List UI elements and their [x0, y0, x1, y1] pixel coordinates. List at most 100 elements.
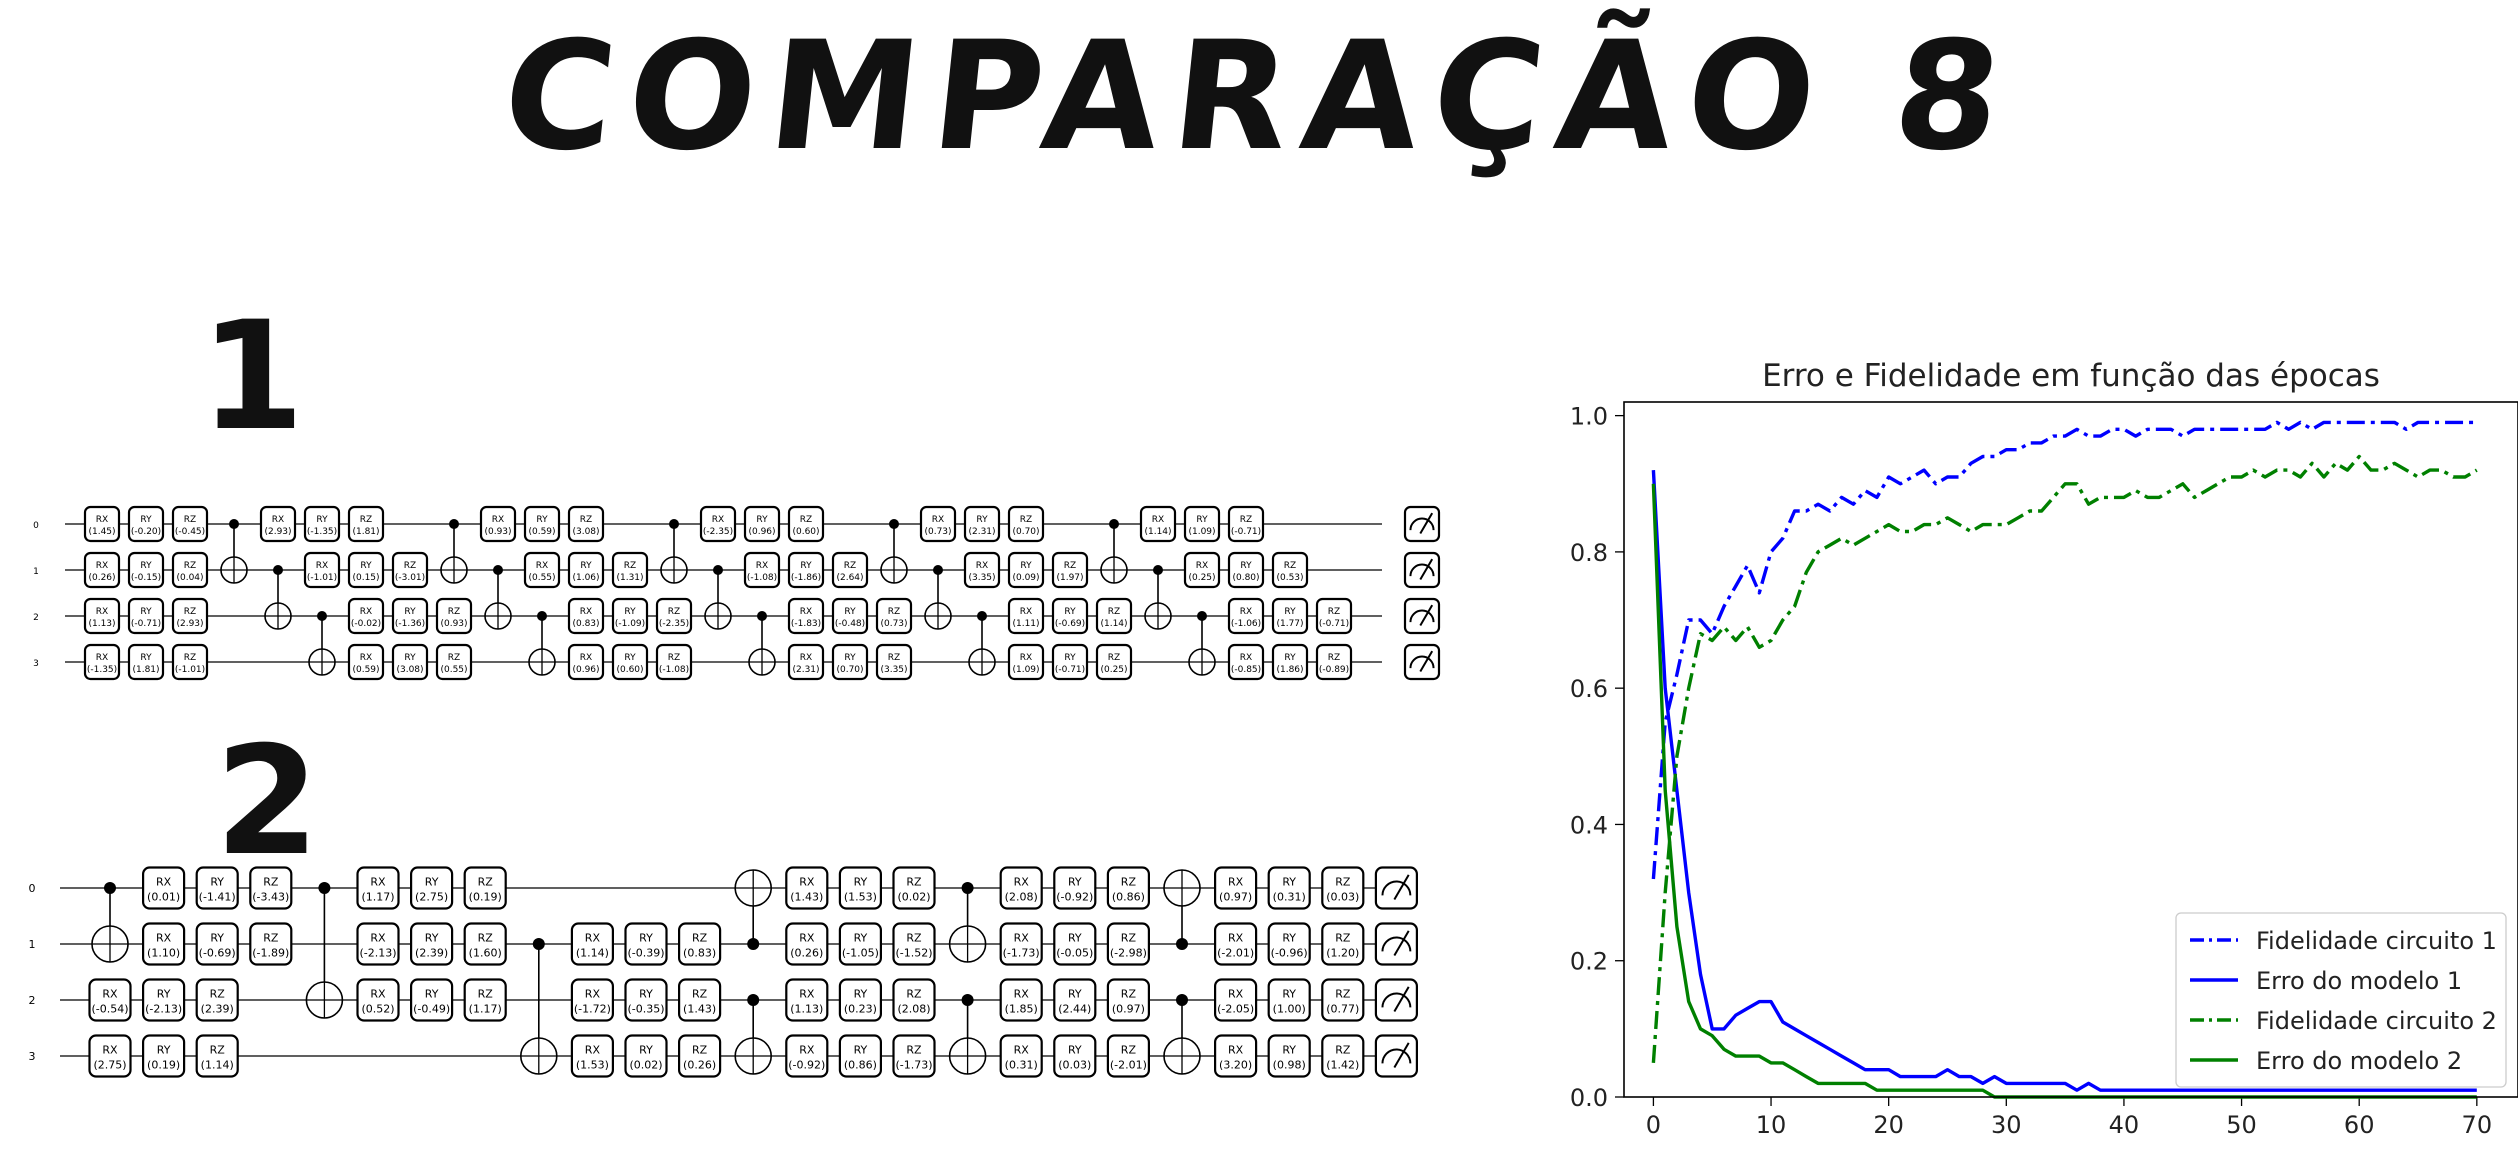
gate-box [127, 551, 165, 589]
gate-name: RY [360, 561, 372, 571]
gate-name: RZ [478, 932, 494, 945]
gate-name: RX [976, 561, 988, 571]
gate-param: (-1.86) [791, 573, 821, 583]
gate-box [347, 505, 385, 543]
gate-name: RY [854, 1044, 868, 1057]
gate-box [410, 978, 454, 1022]
c2-gate-rx: RX(-0.54) [88, 978, 132, 1022]
series-line-2 [1651, 470, 2477, 1092]
gate-param: (-3.01) [395, 573, 425, 583]
gate-param: (2.39) [415, 946, 448, 959]
gate-param: (0.96) [748, 527, 775, 537]
gate-name: RZ [1335, 988, 1351, 1001]
gate-box [963, 505, 1001, 543]
gate-param: (2.31) [792, 665, 819, 675]
gate-param: (1.53) [844, 890, 877, 903]
plot-frame [1623, 401, 2518, 1098]
c2-qubit-label: 0 [29, 882, 36, 895]
gate-param: (-0.20) [131, 527, 161, 537]
gate-name: RX [585, 1044, 601, 1057]
legend-label: Erro do modelo 1 [2256, 967, 2462, 995]
measure-box [1374, 922, 1419, 966]
measure-needle [1419, 512, 1434, 535]
gate-box [83, 505, 121, 543]
gate-param: (-3.43) [252, 890, 289, 903]
gate-param: (2.93) [264, 527, 291, 537]
c2-gate-ry: RY(-1.41) [195, 866, 239, 910]
c1-gate-ry: RY (-0.69) [1051, 597, 1089, 635]
x-tick-label: 70 [2462, 1111, 2493, 1139]
measure-needle [1419, 604, 1434, 627]
gate-box [391, 643, 429, 681]
c2-gate-rz: RZ(0.03) [1321, 866, 1365, 910]
gate-param: (0.83) [572, 619, 599, 629]
gate-box [1321, 1034, 1365, 1078]
gate-box [963, 551, 1001, 589]
c1-gate-rx: RX (1.45) [83, 505, 121, 543]
c1-gate-rx: RX (-1.01) [303, 551, 341, 589]
gate-param: (1.60) [469, 946, 502, 959]
c2-gate-rz: RZ(1.20) [1321, 922, 1365, 966]
gate-name: RZ [906, 876, 922, 889]
gate-name: RX [800, 653, 812, 663]
gate-box [195, 978, 239, 1022]
gate-box [249, 866, 293, 910]
gate-name: RZ [448, 653, 460, 663]
measure-needle [1393, 930, 1410, 956]
measure-arc [1381, 992, 1412, 1008]
gate-name: RZ [1335, 1044, 1351, 1057]
gate-name: RX [1020, 607, 1032, 617]
gate-box [1106, 978, 1151, 1022]
x-tick-label: 0 [1646, 1111, 1661, 1139]
c2-gate-rx: RX(-0.92) [785, 1034, 829, 1078]
gate-name: RX [1014, 932, 1030, 945]
gate-box [171, 505, 209, 543]
gate-name: RX [156, 932, 172, 945]
gate-param: (0.26) [683, 1058, 716, 1071]
gate-box [1051, 551, 1089, 589]
c1-measure-icon [1403, 505, 1441, 543]
c2-gate-rz: RZ(0.77) [1321, 978, 1365, 1022]
c1-cnot-control [669, 519, 679, 529]
c2-gate-rz: RZ(-1.89) [249, 922, 293, 966]
c1-cnot-control [933, 565, 943, 575]
c2-gate-ry: RY(-0.96) [1267, 922, 1311, 966]
gate-box [1106, 866, 1151, 910]
c2-gate-rz: RZ(0.19) [463, 866, 507, 910]
gate-name: RZ [668, 653, 680, 663]
gate-box [892, 978, 936, 1022]
c1-gate-rx: RX (0.83) [567, 597, 605, 635]
gate-param: (-1.89) [252, 946, 289, 959]
gate-name: RX [1014, 988, 1030, 1001]
measure-needle [1419, 650, 1434, 673]
gate-name: RZ [1121, 876, 1137, 889]
gate-param: (0.93) [440, 619, 467, 629]
c1-cnot-control [493, 565, 503, 575]
gate-param: (1.14) [576, 946, 609, 959]
gate-box [1053, 922, 1097, 966]
gate-box [831, 597, 869, 635]
gate-param: (1.11) [1012, 619, 1039, 629]
legend-label: Fidelidade circuito 2 [2256, 1007, 2497, 1035]
measure-arc [1381, 1048, 1412, 1064]
gate-box [699, 505, 737, 543]
c2-gate-rx: RX(-2.05) [1213, 978, 1258, 1022]
c2-gate-ry: RY(-0.05) [1053, 922, 1097, 966]
gate-name: RX [316, 561, 328, 571]
gate-name: RZ [478, 876, 494, 889]
gate-box [787, 551, 825, 589]
gate-name: RX [1228, 932, 1244, 945]
gate-name: RY [639, 1044, 653, 1057]
gate-box [999, 1034, 1043, 1078]
gate-param: (-1.01) [175, 665, 205, 675]
circuit-1-label: 1 [200, 290, 305, 464]
c2-cnot-control [747, 938, 760, 950]
gate-box [785, 978, 829, 1022]
page-title: COMPARAÇÃO 8 [495, 10, 2023, 184]
c1-gate-rz: RZ (3.35) [875, 643, 913, 681]
c1-gate-ry: RY (1.06) [567, 551, 605, 589]
gate-param: (0.19) [147, 1058, 180, 1071]
c2-gate-rx: RX(0.01) [142, 866, 186, 910]
y-tick-label: 0.8 [1570, 539, 1608, 567]
gate-box [567, 597, 605, 635]
